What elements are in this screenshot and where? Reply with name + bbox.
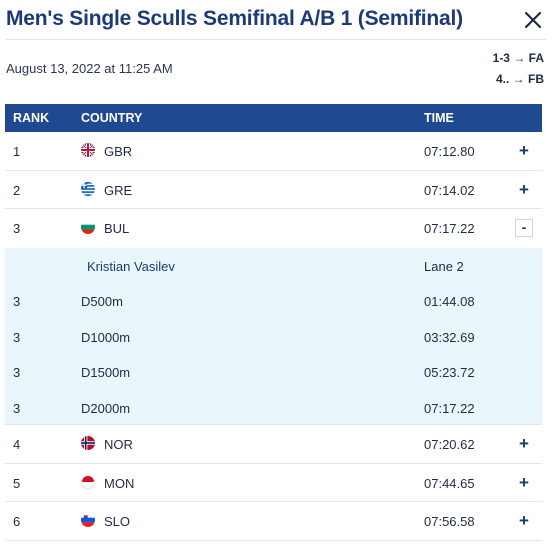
column-rank: RANK bbox=[13, 111, 50, 125]
athlete-row: Kristian Vasilev Lane 2 bbox=[5, 247, 542, 284]
lane-number: Lane 2 bbox=[424, 258, 464, 274]
flag-gbr-icon bbox=[81, 143, 95, 157]
split-row: 3 D1500m 05:23.72 bbox=[5, 354, 542, 390]
row-country: GBR bbox=[104, 144, 133, 159]
flag-mon-icon bbox=[81, 474, 95, 489]
split-row: 3 D500m 01:44.08 bbox=[5, 283, 542, 319]
split-time: 07:17.22 bbox=[424, 400, 475, 416]
column-time: TIME bbox=[424, 111, 454, 125]
table-row[interactable]: 5 MON 07:44.65 + bbox=[5, 463, 542, 503]
table-row[interactable]: 2 GRE 07:14.02 + bbox=[5, 170, 542, 209]
row-time: 07:20.62 bbox=[424, 437, 475, 453]
row-country: MON bbox=[104, 475, 135, 491]
split-distance: D1500m bbox=[81, 365, 131, 381]
collapse-button[interactable]: - bbox=[515, 219, 533, 237]
table-row[interactable]: 1 GBR 07:12.80 + bbox=[5, 132, 542, 171]
close-icon[interactable] bbox=[523, 10, 543, 30]
split-rank: 3 bbox=[13, 329, 21, 345]
split-distance: D500m bbox=[81, 294, 123, 310]
progression-fb: 4.. → FB bbox=[495, 72, 544, 86]
row-country: SLO bbox=[104, 514, 131, 530]
split-time: 05:23.72 bbox=[424, 365, 475, 381]
row-country: NOR bbox=[104, 437, 133, 453]
row-rank: 4 bbox=[13, 437, 21, 453]
table-row[interactable]: 3 BUL 07:17.22 - bbox=[5, 209, 542, 248]
split-rank: 3 bbox=[13, 365, 21, 381]
flag-bul-icon bbox=[81, 220, 95, 234]
split-row: 3 D2000m 07:17.22 bbox=[5, 389, 542, 426]
flag-gre-icon bbox=[81, 181, 95, 196]
table-row[interactable]: 4 NOR 07:20.62 + bbox=[5, 425, 542, 464]
athlete-name[interactable]: Kristian Vasilev bbox=[87, 258, 175, 274]
expand-button[interactable]: + bbox=[519, 141, 529, 160]
progression-legend: 1-3 → FA 4.. → FB bbox=[493, 48, 544, 90]
split-rank: 3 bbox=[13, 400, 21, 416]
row-time: 07:17.22 bbox=[424, 221, 475, 236]
expand-button[interactable]: + bbox=[519, 179, 529, 199]
header-divider bbox=[6, 39, 546, 40]
split-rank: 3 bbox=[13, 294, 21, 310]
split-time: 03:32.69 bbox=[424, 329, 475, 345]
row-rank: 5 bbox=[13, 475, 21, 491]
expand-button[interactable]: + bbox=[519, 511, 529, 531]
page-title: Men's Single Sculls Semifinal A/B 1 (Sem… bbox=[6, 7, 463, 30]
column-country: COUNTRY bbox=[81, 111, 143, 125]
row-time: 07:14.02 bbox=[424, 182, 475, 198]
row-country: BUL bbox=[104, 221, 130, 236]
expand-button[interactable]: + bbox=[519, 472, 529, 492]
row-time: 07:44.65 bbox=[424, 475, 475, 491]
split-row: 3 D1000m 03:32.69 bbox=[5, 318, 542, 355]
row-rank: 3 bbox=[13, 221, 21, 236]
flag-nor-icon bbox=[81, 436, 95, 451]
table-row[interactable]: 6 SLO 07:56.58 + bbox=[5, 502, 542, 541]
row-country: GRE bbox=[104, 182, 133, 198]
progression-fa: 1-3 → FA bbox=[492, 51, 544, 65]
split-distance: D1000m bbox=[81, 329, 131, 345]
row-rank: 1 bbox=[13, 144, 21, 159]
results-table: RANK COUNTRY TIME 1 GBR 07:12.80 + 2 bbox=[5, 104, 542, 541]
split-time: 01:44.08 bbox=[424, 294, 475, 310]
row-time: 07:56.58 bbox=[424, 514, 475, 530]
race-date: August 13, 2022 at 11:25 AM bbox=[6, 61, 173, 76]
expand-button[interactable]: + bbox=[519, 434, 529, 454]
split-distance: D2000m bbox=[81, 400, 131, 416]
flag-slo-icon bbox=[81, 513, 95, 528]
row-time: 07:12.80 bbox=[424, 144, 475, 159]
row-rank: 2 bbox=[13, 182, 21, 198]
table-header: RANK COUNTRY TIME bbox=[5, 104, 542, 132]
row-rank: 6 bbox=[13, 514, 21, 530]
